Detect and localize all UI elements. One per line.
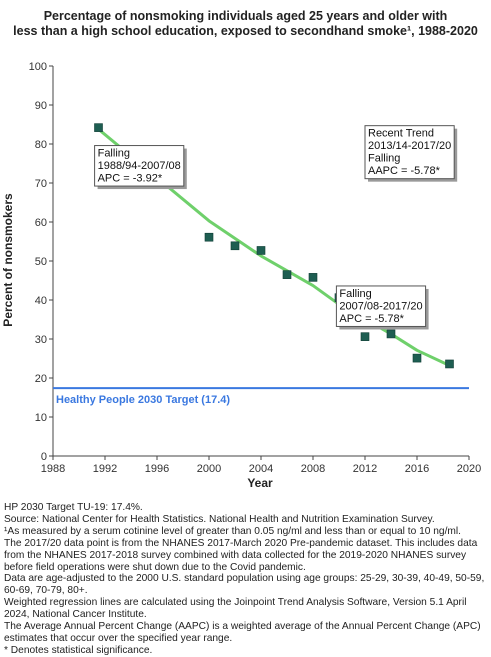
footnote-line: Source: National Center for Health Stati…: [4, 513, 435, 525]
data-point: [204, 232, 214, 242]
footnote-line: estimates that occur over the specified …: [4, 632, 233, 644]
annotation-frame: [94, 145, 185, 187]
y-tick-label: 70: [35, 178, 47, 190]
annotation-line: Falling: [339, 288, 371, 300]
annotation-line: AAPC = -5.78*: [368, 165, 441, 177]
data-point: [256, 246, 266, 255]
data-point: [445, 359, 454, 369]
y-axis-label: Percent of nonsmokers: [1, 193, 15, 327]
y-tick-label: 20: [35, 373, 47, 385]
x-tick-label: 2008: [301, 463, 325, 475]
chart-title: Percentage of nonsmoking individuals age…: [0, 9, 491, 39]
footnote-line: before field operations were shut down d…: [4, 561, 306, 573]
data-point: [412, 353, 422, 363]
y-tick-label: 60: [35, 217, 47, 229]
annotation-line: 1988/94-2007/08: [98, 160, 181, 172]
annotation-line: 2013/14-2017/20: [368, 140, 451, 152]
footnote-line: The Average Annual Percent Change (AAPC)…: [4, 621, 481, 633]
trend-layer: [97, 127, 451, 368]
footnote-line: 2024, National Cancer Institute.: [4, 609, 147, 621]
data-point: [230, 241, 240, 251]
data-point: [282, 270, 292, 279]
x-axis-label: Year: [247, 476, 273, 490]
annotation-line: APC = -3.92*: [98, 173, 163, 185]
footnote-line: Weighted regression lines are calculated…: [4, 597, 467, 609]
y-tick-label: 0: [41, 451, 47, 463]
data-point: [308, 273, 318, 282]
footnote-line: Data are age-adjusted to the 2000 U.S. s…: [4, 573, 485, 585]
x-tick-label: 2000: [197, 463, 221, 475]
target-layer: Healthy People 2030 Target (17.4): [53, 387, 469, 406]
axes: 0 10 20 30 40 50 60 70 80 90 100 1988 1992 1996 2000 20…: [29, 61, 482, 475]
annotation-line: Falling: [368, 153, 400, 165]
footnote-line: ¹As measured by a serum cotinine level o…: [4, 525, 461, 537]
x-tick-label: 2012: [353, 463, 377, 475]
y-tick-label: 40: [35, 295, 47, 307]
chart-title-line-2: less than a high school education, expos…: [13, 24, 478, 38]
footnotes: HP 2030 Target TU-19: 17.4%. Source: Nati…: [4, 502, 488, 657]
x-tick-label: 1992: [93, 463, 117, 475]
data-point: [386, 329, 396, 339]
annotation-frame: [364, 125, 455, 180]
footnote-line: from the NHANES 2017-2018 survey combine…: [4, 549, 467, 561]
annotation-line: Recent Trend: [368, 128, 434, 140]
footnote-line: The 2017/20 data point is from the NHANE…: [4, 537, 478, 549]
y-tick-label: 80: [35, 139, 47, 151]
data-point: [360, 332, 370, 341]
y-tick-label: 30: [35, 334, 47, 346]
y-tick-label: 100: [29, 61, 47, 73]
y-tick-label: 10: [35, 412, 47, 424]
trend-line: [97, 127, 451, 368]
x-tick-label: 1996: [145, 463, 169, 475]
data-point: [94, 123, 103, 132]
footnote-line: 60-69, 70-79, 80+.: [4, 585, 88, 597]
annotation-frame: [335, 285, 427, 327]
x-tick-label: 2004: [249, 463, 273, 475]
footnote-line: HP 2030 Target TU-19: 17.4%.: [4, 502, 143, 513]
target-label: Healthy People 2030 Target (17.4): [56, 394, 230, 406]
y-tick-label: 90: [35, 100, 47, 112]
x-tick-label: 1988: [41, 463, 65, 475]
chart-title-line-1: Percentage of nonsmoking individuals age…: [43, 9, 448, 23]
x-tick-label: 2020: [457, 463, 481, 475]
footnote-line: * Denotes statistical significance.: [4, 644, 153, 656]
chart: 0 10 20 30 40 50 60 70 80 90 100 1988 1992 1996 2000 20…: [1, 61, 482, 490]
y-tick-label: 50: [35, 256, 47, 268]
annotation-line: APC = -5.78*: [339, 313, 404, 325]
annotation-line: Falling: [98, 148, 130, 160]
annotation-line: 2007/08-2017/20: [339, 300, 422, 312]
x-tick-label: 2016: [405, 463, 429, 475]
